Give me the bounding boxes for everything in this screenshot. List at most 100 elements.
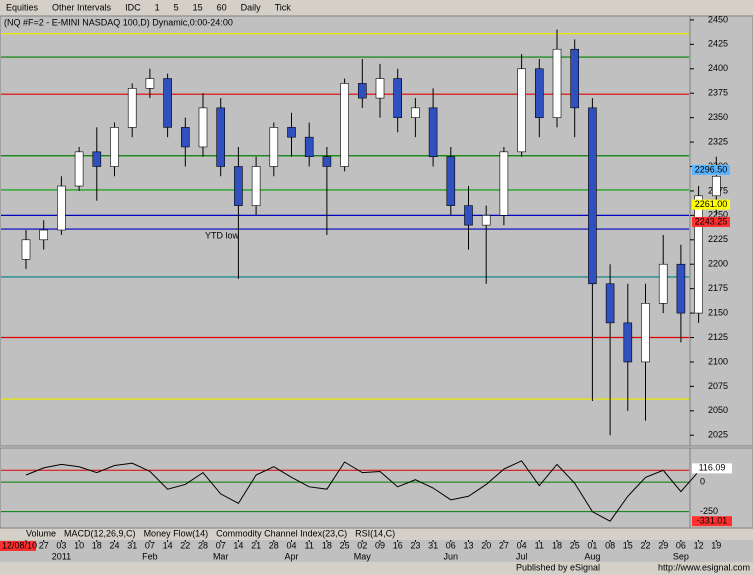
toolbar-button[interactable]: 60	[217, 2, 227, 12]
price-badge-label: 2261.00	[695, 199, 728, 209]
price-badge-label: 2296.50	[695, 164, 728, 174]
candle-body	[658, 263, 668, 304]
y-tick-label: 2025	[708, 430, 728, 440]
footer-url: http://www.esignal.com	[658, 562, 750, 572]
candle-body	[534, 68, 544, 118]
toolbar-button[interactable]: 15	[193, 2, 203, 12]
y-tick-label: 2375	[708, 88, 728, 98]
cci-tick-label: -250	[700, 506, 718, 516]
candle-body	[251, 166, 261, 206]
x-tick-label: 06	[446, 540, 456, 550]
cci-axis	[689, 447, 753, 529]
chart-title: (NQ #F=2 - E-MINI NASDAQ 100,D) Dynamic,…	[4, 17, 233, 27]
candle-body	[711, 175, 721, 197]
toolbar-button[interactable]: 1	[155, 2, 160, 12]
candle-body	[198, 107, 208, 148]
y-tick-label: 2225	[708, 234, 728, 244]
y-tick-label: 2350	[708, 112, 728, 122]
indicator-tab[interactable]: Volume	[26, 528, 56, 538]
x-tick-label: 20	[481, 540, 491, 550]
candle-body	[694, 195, 703, 314]
x-tick-label: 18	[92, 540, 102, 550]
candle-body	[411, 107, 420, 118]
x-tick-label: 07	[216, 540, 226, 550]
x-tick-label: 28	[269, 540, 279, 550]
candle-body	[623, 322, 633, 363]
x-tick-label: 21	[251, 540, 261, 550]
x-tick-label: 11	[535, 540, 544, 550]
candle-body	[393, 78, 403, 118]
indicator-tab[interactable]: RSI(14,C)	[355, 528, 395, 538]
candle-body	[641, 303, 650, 363]
candle-body	[304, 136, 314, 158]
x-tick-label: 10	[74, 540, 84, 550]
x-tick-label: 04	[517, 540, 527, 550]
x-tick-label: 14	[163, 540, 173, 550]
toolbar-button[interactable]: Daily	[241, 2, 262, 12]
month-label: Apr	[284, 551, 298, 561]
toolbar-button[interactable]: Tick	[275, 2, 292, 12]
price-badge	[692, 216, 730, 227]
candle-body	[552, 48, 562, 118]
candle-body	[21, 239, 31, 260]
candle-body	[428, 107, 438, 158]
y-tick-label: 2200	[708, 259, 728, 269]
cci-badge	[692, 463, 732, 474]
y-tick-label: 2175	[708, 283, 728, 293]
y-tick-label: 2050	[708, 405, 728, 415]
indicator-tab[interactable]: Commodity Channel Index(23,C)	[216, 528, 347, 538]
y-tick-label: 2400	[708, 63, 728, 73]
x-tick-label: 25	[340, 540, 350, 550]
candle-body	[499, 151, 509, 216]
candle-body	[234, 166, 243, 206]
x-tick-label: 27	[499, 540, 509, 550]
price-axis	[689, 15, 753, 447]
indicator-tab[interactable]: Money Flow(14)	[144, 528, 209, 538]
status-bar	[0, 562, 753, 575]
x-tick-label: 01	[587, 540, 597, 550]
toolbar-button[interactable]: 5	[174, 2, 179, 12]
y-tick-label: 2100	[708, 356, 728, 366]
price-badge	[692, 199, 730, 210]
start-date-box	[0, 541, 36, 551]
candle-body	[340, 83, 349, 167]
x-tick-label: 18	[552, 540, 562, 550]
x-tick-label: 31	[428, 540, 438, 550]
x-tick-label: 15	[623, 540, 633, 550]
cci-badge	[692, 516, 732, 527]
y-tick-label: 2150	[708, 307, 728, 317]
x-tick-label: 07	[145, 540, 155, 550]
candle-body	[145, 78, 155, 89]
toolbar-button[interactable]: Equities	[6, 2, 39, 12]
x-tick-label: 04	[286, 540, 296, 550]
month-label: Sep	[673, 551, 689, 561]
candle-body	[517, 68, 526, 153]
x-tick-label: 06	[676, 540, 686, 550]
price-badge-label: 2243.25	[695, 216, 728, 226]
x-tick-label: 31	[127, 540, 137, 550]
candle-body	[446, 156, 456, 206]
month-label: Aug	[584, 551, 600, 561]
month-label: 2011	[52, 551, 71, 561]
x-tick-label: 23	[410, 540, 420, 550]
candle-body	[322, 156, 332, 167]
cci-badge-label: -331.01	[697, 516, 728, 526]
toolbar-button[interactable]: Other Intervals	[52, 2, 112, 12]
x-tick-label: 25	[570, 540, 580, 550]
candle-body	[357, 83, 367, 99]
start-date: 12/08/10	[2, 540, 37, 550]
candle-body	[464, 205, 473, 226]
candle-body	[57, 185, 66, 231]
candle-body	[74, 151, 84, 187]
toolbar-button[interactable]: IDC	[125, 2, 141, 12]
y-tick-label: 2450	[708, 14, 728, 24]
x-tick-label: 03	[56, 540, 66, 550]
y-tick-label: 2325	[708, 136, 728, 146]
candle-body	[92, 151, 102, 167]
candle-body	[216, 107, 225, 167]
candle-body	[570, 48, 580, 109]
indicator-tab[interactable]: MACD(12,26,9,C)	[64, 528, 136, 538]
x-tick-label: 11	[305, 540, 314, 550]
price-badge	[692, 164, 730, 175]
y-tick-label: 2425	[708, 39, 728, 49]
